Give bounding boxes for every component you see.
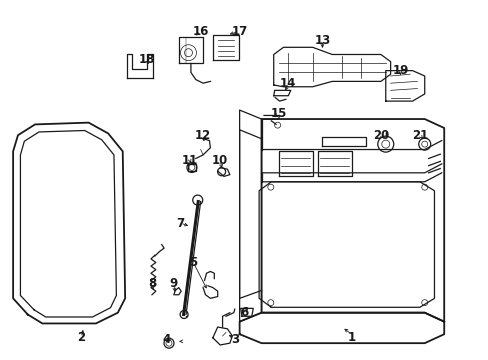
Text: 18: 18 — [139, 53, 155, 66]
Text: 3: 3 — [230, 333, 238, 346]
Text: 21: 21 — [411, 129, 427, 142]
Text: 1: 1 — [347, 331, 355, 344]
Text: 7: 7 — [176, 216, 184, 230]
Text: 13: 13 — [314, 33, 330, 47]
Text: 19: 19 — [391, 64, 408, 77]
Text: 6: 6 — [240, 306, 248, 319]
Text: 17: 17 — [231, 25, 247, 38]
Text: 11: 11 — [182, 154, 198, 167]
Text: 4: 4 — [162, 333, 170, 346]
Text: 10: 10 — [212, 154, 228, 167]
Text: 16: 16 — [192, 25, 208, 38]
Text: 20: 20 — [372, 129, 388, 142]
Text: 9: 9 — [169, 278, 178, 291]
Text: 5: 5 — [189, 256, 197, 269]
Text: 8: 8 — [147, 278, 156, 291]
Text: 15: 15 — [270, 107, 286, 120]
Text: 2: 2 — [77, 331, 85, 344]
Text: 14: 14 — [280, 77, 296, 90]
Text: 12: 12 — [195, 129, 211, 142]
